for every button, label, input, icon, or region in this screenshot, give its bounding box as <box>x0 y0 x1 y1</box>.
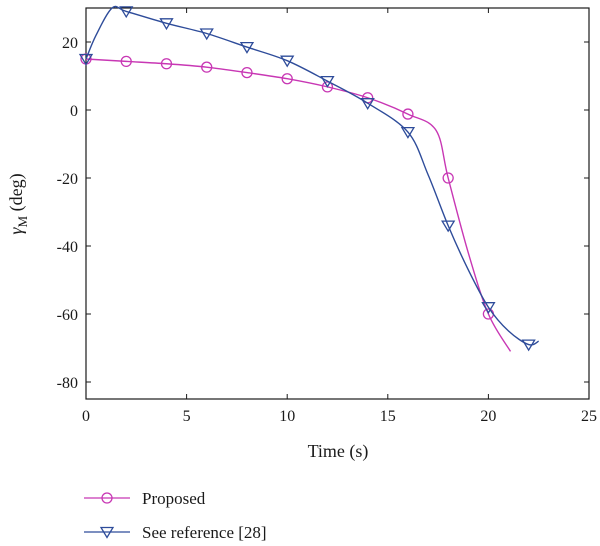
series-line <box>85 5 540 346</box>
series-1 <box>80 53 512 352</box>
y-axis-subscript: M <box>15 215 30 227</box>
x-tick-label: 5 <box>183 408 191 425</box>
data-point-marker <box>320 75 335 88</box>
data-point-marker <box>239 41 255 54</box>
data-point-marker <box>481 302 496 314</box>
y-tick-label: 20 <box>62 35 78 52</box>
series-2 <box>78 5 540 352</box>
data-point-marker <box>521 339 536 352</box>
legend-label-proposed: Proposed <box>142 489 206 508</box>
y-tick-label: 0 <box>70 103 78 120</box>
data-point-marker <box>442 172 454 184</box>
legend-entry-reference: See reference [28] <box>84 523 267 542</box>
data-point-marker <box>199 28 214 41</box>
data-point-marker <box>400 126 416 139</box>
x-tick-label: 20 <box>480 408 496 425</box>
data-point-marker <box>78 53 94 66</box>
data-point-marker <box>119 6 134 19</box>
x-axis-title: Time (s) <box>308 441 369 462</box>
legend-entry-proposed: Proposed <box>84 489 206 508</box>
y-tick-label: -20 <box>57 171 78 188</box>
data-point-marker <box>280 55 295 68</box>
legend: Proposed See reference [28] <box>84 489 267 542</box>
data-point-marker <box>201 61 213 73</box>
series-layer <box>78 5 540 352</box>
x-tick-label: 15 <box>380 408 396 425</box>
data-point-marker <box>160 58 173 70</box>
data-point-marker <box>159 18 174 31</box>
legend-label-reference: See reference [28] <box>142 523 267 542</box>
x-tick-label: 0 <box>82 408 90 425</box>
data-point-marker <box>281 73 293 85</box>
y-axis-unit: (deg) <box>6 173 27 215</box>
data-point-marker <box>402 108 414 120</box>
y-tick-label: -40 <box>57 239 78 256</box>
legend-marker-proposed <box>101 492 113 504</box>
y-tick-label: -60 <box>57 307 78 324</box>
axis-ticks: 0 5 10 15 20 25 -80 -60 -40 -20 0 20 <box>57 8 597 425</box>
data-point-marker <box>360 98 375 110</box>
plot-frame <box>85 7 590 400</box>
y-tick-label: -80 <box>57 375 78 392</box>
legend-marker-reference <box>99 526 115 539</box>
y-axis-symbol: γ <box>6 227 26 235</box>
data-point-marker <box>441 220 456 233</box>
x-tick-label: 10 <box>279 408 295 425</box>
series-line <box>85 58 512 352</box>
y-axis-title: γM (deg) <box>6 173 30 234</box>
data-point-marker <box>120 55 132 68</box>
data-point-marker <box>241 66 253 79</box>
x-tick-label: 25 <box>581 408 597 425</box>
